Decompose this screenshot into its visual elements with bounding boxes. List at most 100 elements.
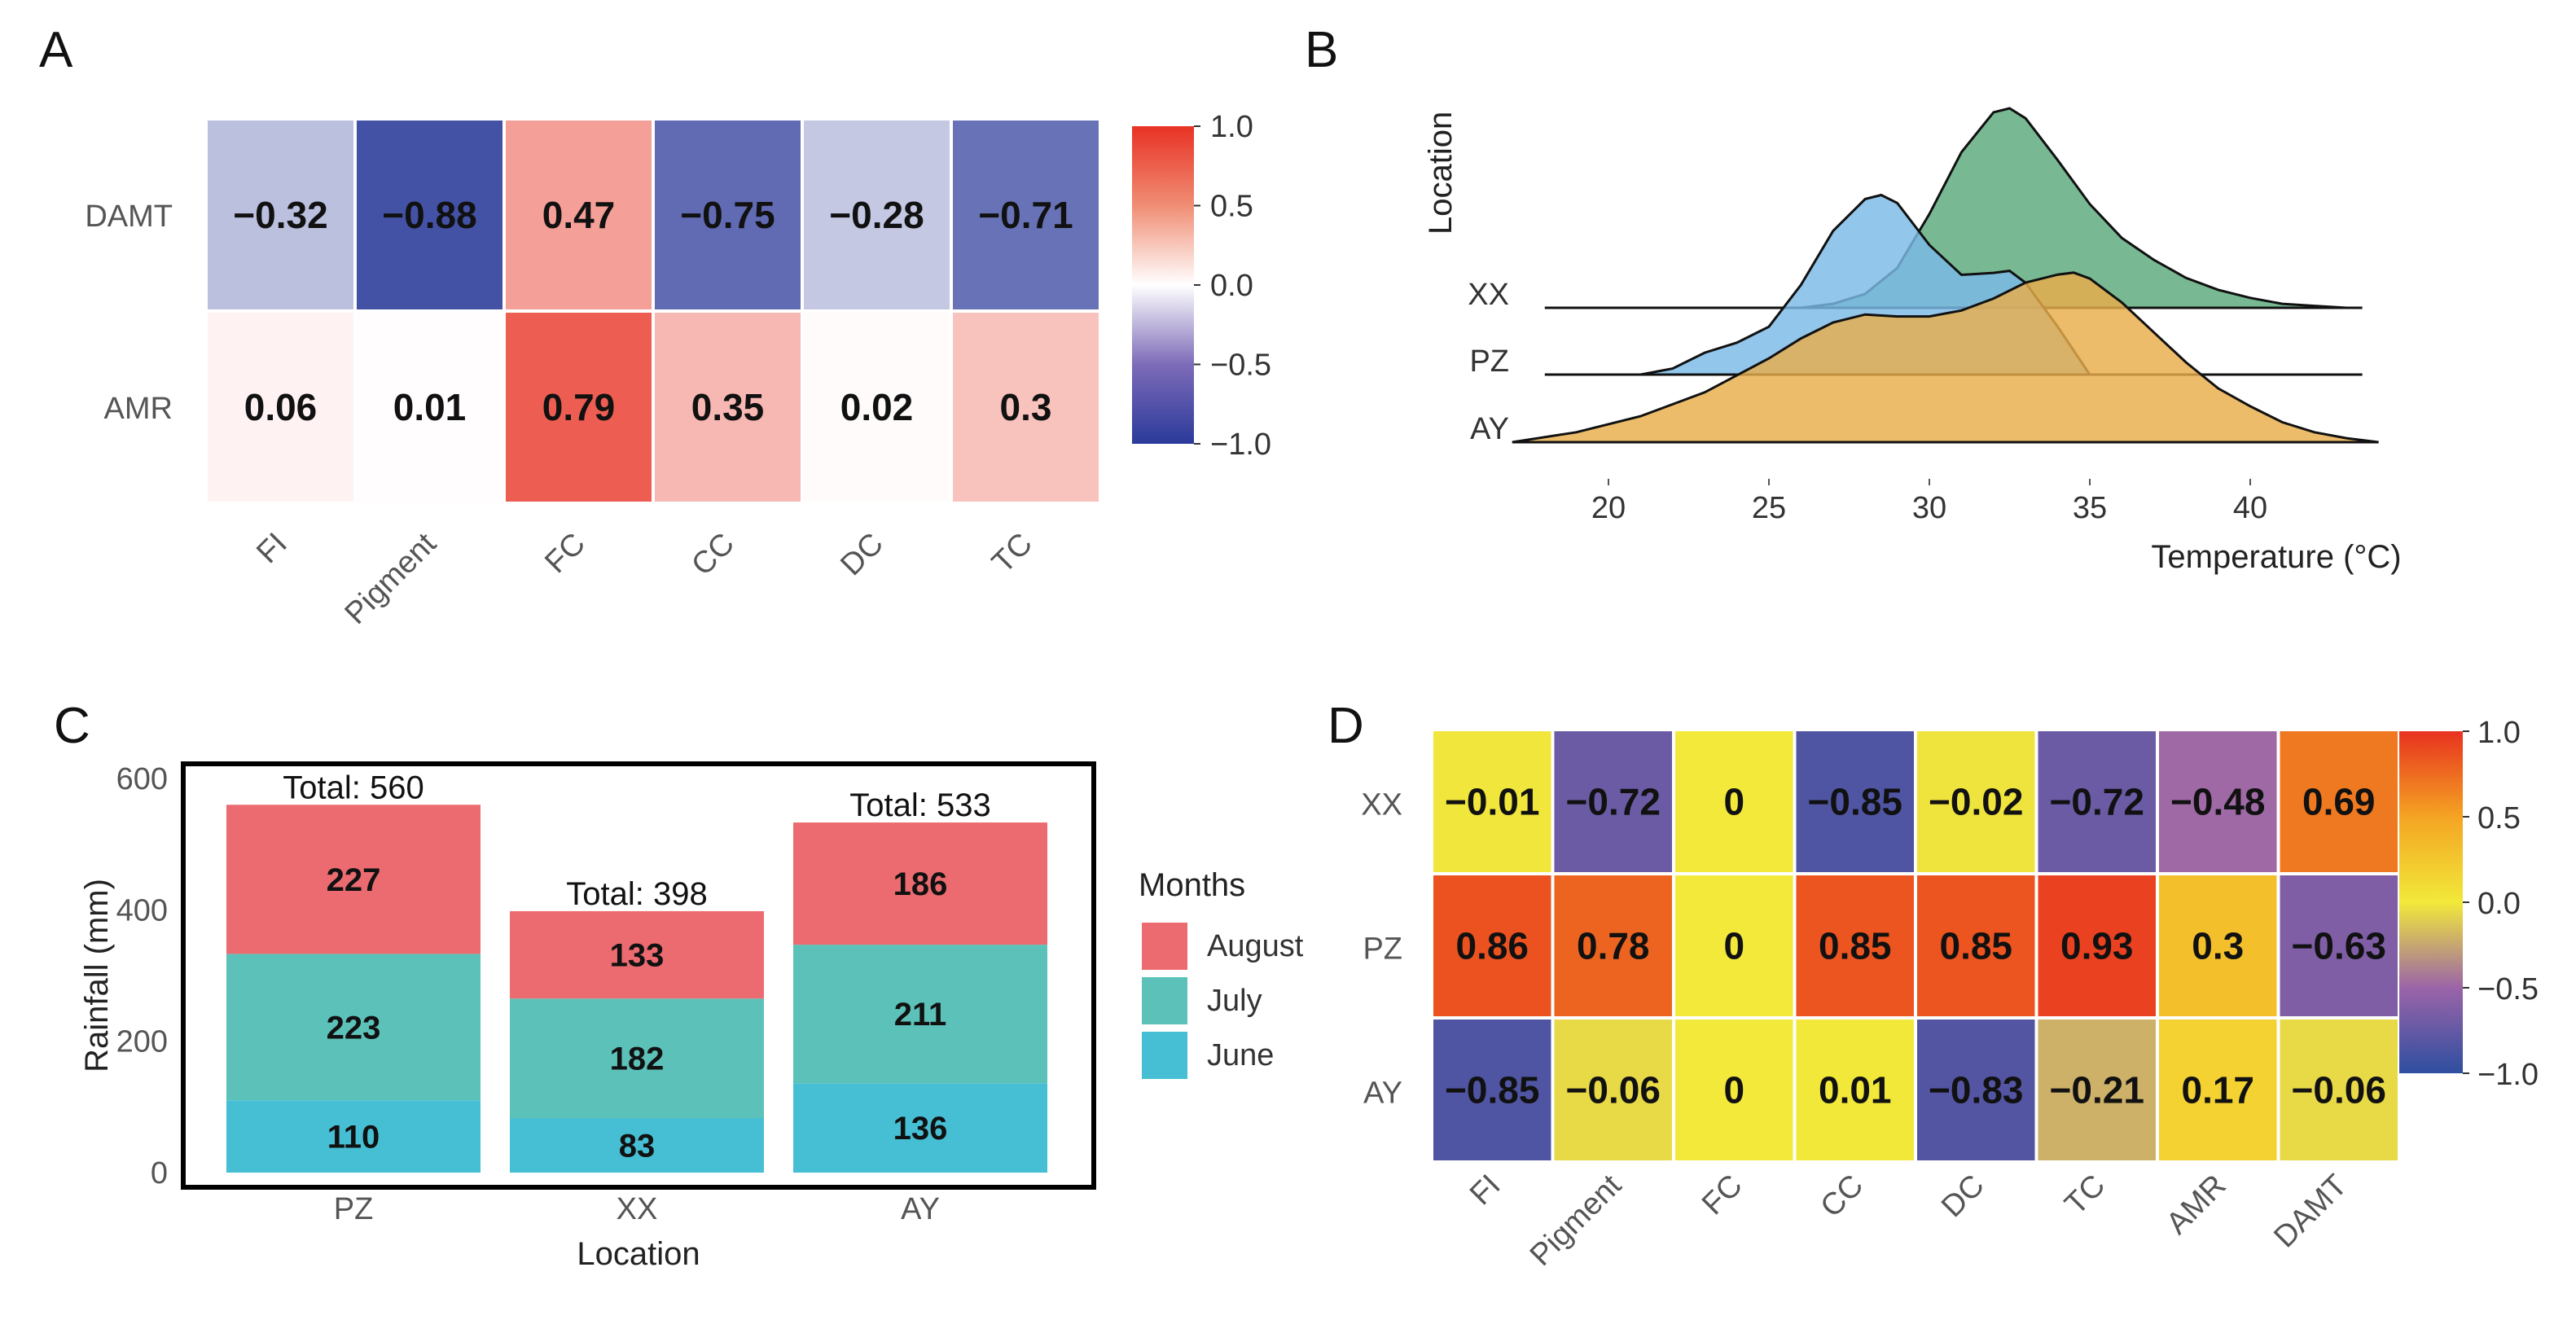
ridgeline-x-axis-title: Temperature (°C): [2151, 539, 2401, 575]
heatmap-a-column-labels: FI Pigment FC CC DC TC: [250, 526, 1039, 631]
bar-value-label: 83: [619, 1129, 656, 1164]
heatmap-d-value: 0.78: [1577, 925, 1650, 967]
bar-value-label: 223: [327, 1010, 381, 1046]
heatmap-a-row-label: DAMT: [85, 200, 173, 234]
panel-label-c: C: [54, 698, 90, 754]
panel-label-a: A: [39, 22, 73, 78]
heatmap-a-value: 0.01: [393, 386, 467, 428]
heatmap-a-row-labels: DAMT AMR: [85, 200, 173, 426]
bar-value-label: 211: [894, 997, 947, 1033]
heatmap-d-value: 0.17: [2181, 1069, 2254, 1112]
legend-title: Months: [1139, 867, 1245, 903]
colorbar-d-tick-label: −0.5: [2477, 972, 2539, 1006]
legend-swatch-august: [1142, 923, 1187, 970]
legend-label: July: [1207, 984, 1262, 1018]
heatmap-d-row-label: XX: [1361, 788, 1402, 822]
heatmap-d-value: 0.85: [1819, 925, 1892, 967]
heatmap-d-cell: [1675, 1020, 1793, 1160]
colorbar-a-ticks: 1.0 0.5 0.0 −0.5 −1.0: [1194, 110, 1271, 462]
bar-chart-y-axis-title: Rainfall (mm): [79, 879, 115, 1072]
stacked-bars: 110 223 227 Total: 560 83 182 133 Total: 398 136…: [226, 770, 1047, 1173]
ridge-density-ay: [1512, 271, 2379, 444]
heatmap-d-value: 0.86: [1455, 925, 1529, 967]
bar-y-tick-label: 200: [116, 1025, 168, 1059]
bar-y-tick-label: 600: [116, 762, 168, 796]
heatmap-d-column-label: DAMT: [2267, 1169, 2354, 1255]
heatmap-a-cell: [655, 313, 801, 502]
heatmap-a-column-label: FC: [538, 527, 592, 581]
colorbar-a-tick-label: −0.5: [1210, 349, 1271, 383]
heatmap-d-cell: [1554, 875, 1672, 1016]
heatmap-d-cell: [2280, 1020, 2398, 1160]
heatmap-a-cell: [804, 121, 950, 309]
heatmap-d-cell: [2038, 1020, 2156, 1160]
heatmap-a-cell: [953, 313, 1099, 502]
bar-chart-x-axis-title: Location: [577, 1236, 700, 1272]
colorbar-a-tick-label: 1.0: [1210, 110, 1253, 144]
heatmap-a-cell: [506, 313, 652, 502]
heatmap-a-cell: [953, 121, 1099, 309]
colorbar-d-tick-label: 0.5: [2477, 801, 2521, 835]
heatmap-d-value: 0.69: [2302, 781, 2376, 823]
bar-value-label: 133: [610, 938, 665, 974]
heatmap-a-column-label: FI: [250, 527, 294, 571]
panel-d: D −0.01 −0.72 0 −0.85 −0.02 −0.72 −0.48 0.69 0.8…: [1327, 698, 2539, 1273]
heatmap-d-cell: [2038, 875, 2156, 1016]
legend-swatch-july: [1142, 977, 1187, 1024]
bar-y-tick-label: 0: [151, 1156, 168, 1191]
heatmap-d-column-label: Pigment: [1524, 1168, 1629, 1273]
ridge-row-label: AY: [1470, 412, 1509, 446]
heatmap-a-value: 0.02: [840, 386, 914, 428]
ridgeline-densities: [1512, 107, 2379, 444]
heatmap-d-row-label: AY: [1363, 1077, 1402, 1111]
heatmap-d-value: −0.06: [1566, 1069, 1661, 1112]
heatmap-d-cell: [1917, 731, 2035, 872]
heatmap-d-cell: [2280, 875, 2398, 1016]
bar-chart-y-axis: 0 200 400 600: [116, 762, 168, 1191]
heatmap-a-value: 0.35: [691, 386, 765, 428]
heatmap-d-value: 0: [1723, 1069, 1744, 1112]
ridge-x-tick-label: 25: [1752, 491, 1786, 525]
heatmap-a-cell: [208, 121, 353, 309]
heatmap-d-row-labels: XX PZ AY: [1361, 788, 1402, 1111]
heatmap-a-row-label: AMR: [104, 392, 173, 426]
ridgeline-row-labels: XX PZ AY: [1468, 278, 1509, 446]
heatmap-a-value: 0.3: [1000, 386, 1052, 428]
bar-segment-july: [510, 998, 764, 1119]
heatmap-d-cell: [2159, 731, 2277, 872]
bar-chart-legend: August July June: [1142, 923, 1304, 1079]
heatmap-d-value: −0.63: [2292, 925, 2386, 967]
bar-segment-june: [226, 1100, 481, 1173]
heatmap-d-cell: [1433, 731, 1551, 872]
heatmap-d-value: 0.01: [1819, 1069, 1892, 1112]
heatmap-a-value: −0.88: [382, 194, 476, 236]
colorbar-a-tick-label: 0.0: [1210, 269, 1253, 303]
heatmap-a-column-label: DC: [834, 527, 890, 583]
heatmap-d-value: −0.85: [1808, 781, 1902, 823]
bar-segment-july: [793, 945, 1047, 1084]
bar-total-label: Total: 560: [283, 770, 423, 805]
heatmap-a-cell: [804, 313, 950, 502]
bar-x-tick-label: AY: [901, 1192, 940, 1226]
ridge-x-tick-label: 30: [1912, 491, 1946, 525]
bar-value-label: 136: [893, 1111, 948, 1147]
bar-chart-frame: [181, 761, 1096, 1190]
heatmap-d-value: 0.93: [2060, 925, 2134, 967]
legend-label: August: [1207, 929, 1304, 963]
panel-a: A −0.32 −0.88 0.47 −0.75 −0.28 −0.71 0.06 0.01 0…: [39, 22, 1271, 631]
bar-value-label: 186: [893, 866, 948, 902]
heatmap-a-column-label: TC: [985, 527, 1039, 581]
colorbar-d: [2399, 731, 2463, 1073]
bar-chart-x-axis: PZ XX AY: [334, 1192, 940, 1226]
heatmap-d-value: −0.72: [2050, 781, 2144, 823]
heatmap-a-value: 0.79: [542, 386, 616, 428]
bar-segment-june: [510, 1118, 764, 1173]
heatmap-a-value: 0.06: [244, 386, 318, 428]
heatmap-d-cell: [1796, 1020, 1914, 1160]
heatmap-d-value: −0.48: [2170, 781, 2265, 823]
ridge-row-label: PZ: [1469, 344, 1509, 379]
legend-swatch-june: [1142, 1032, 1187, 1079]
heatmap-d-value: −0.01: [1445, 781, 1539, 823]
ridge-x-tick-label: 20: [1591, 491, 1626, 525]
